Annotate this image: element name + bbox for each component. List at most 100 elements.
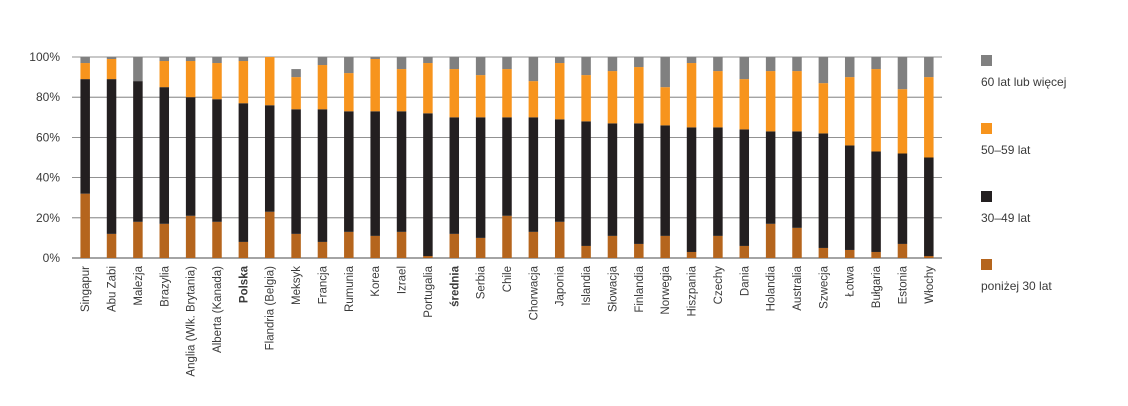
x-category-label: Czechy (713, 266, 725, 305)
bar-segment (924, 57, 934, 78)
x-category-label: Bułgaria (871, 265, 883, 308)
x-axis-category-labels: Singapur Abu Zabi Malezja Brazylia Anglia (W… (80, 265, 936, 376)
bar-segment (317, 57, 328, 66)
bar-segment (396, 57, 407, 70)
x-category-label: Izrael (397, 266, 409, 294)
bar-segment (264, 211, 275, 258)
bar-segment (818, 83, 829, 134)
bar-segment (344, 111, 354, 232)
bar-segment (844, 249, 855, 258)
bar-segment (106, 57, 117, 60)
bar-segment (871, 69, 881, 152)
bar-segment (317, 65, 328, 110)
bar-segment (449, 69, 460, 118)
x-category-label: Islandia (581, 265, 593, 305)
x-category-label: Polska (238, 265, 250, 303)
bar-segment (792, 57, 802, 72)
bar-segment (739, 79, 750, 130)
bar-segment (344, 57, 354, 74)
bar-segment (528, 57, 539, 82)
bar-segment (897, 57, 908, 90)
x-category-label: Finlandia (634, 265, 646, 312)
bar-segment (133, 57, 143, 82)
y-tick-label: 60% (36, 130, 60, 144)
bar-segment (554, 57, 565, 64)
bar-segment (607, 71, 618, 124)
bar-segment (502, 215, 512, 258)
x-category-label: Meksyk (291, 266, 303, 305)
bar-segment (475, 57, 486, 76)
legend-swatch (981, 191, 992, 202)
bar-segment (344, 73, 354, 112)
x-category-label: Hiszpania (687, 265, 699, 316)
x-category-label: Łotwa (845, 265, 857, 296)
bar-segment (924, 157, 934, 256)
bar-segment (818, 57, 829, 84)
bar-segment (924, 77, 934, 158)
bar-segment (607, 235, 618, 258)
bar-segment (581, 75, 591, 122)
bar-segment (871, 251, 881, 258)
bar-segment (660, 125, 670, 236)
x-category-label: Malezja (133, 265, 145, 305)
bar-segment (581, 245, 591, 258)
bar-segment (185, 57, 196, 62)
bar-segment (238, 241, 249, 258)
bar-segment (844, 145, 855, 250)
x-category-label: Japonia (555, 265, 567, 306)
bar-segment (607, 57, 618, 72)
bar-segment (528, 231, 539, 258)
x-category-label: Brazylia (159, 265, 171, 307)
bar-segment (765, 57, 776, 72)
bar-segment (686, 127, 697, 252)
bar-segment (897, 89, 908, 154)
bars (80, 57, 934, 258)
bar-segment (159, 57, 170, 62)
bar-segment (686, 57, 697, 64)
bar-segment (423, 255, 433, 258)
bar-segment (344, 231, 354, 258)
legend: 60 lat lub więcej 50–59 lat 30–49 lat poniż… (981, 55, 1066, 293)
bar-segment (159, 61, 170, 88)
x-category-label: Włochy (924, 266, 936, 304)
legend-label: 60 lat lub więcej (981, 75, 1066, 89)
bar-segment (396, 231, 407, 258)
y-tick-label: 40% (36, 171, 60, 185)
bar-segment (765, 223, 776, 258)
bar-segment (818, 133, 829, 248)
bar-segment (423, 113, 433, 256)
x-category-label: Holandia (766, 265, 778, 311)
bar-segment (844, 57, 855, 78)
bar-segment (449, 57, 460, 70)
bar-segment (765, 71, 776, 132)
bar-segment (106, 79, 117, 234)
bar-segment (660, 57, 670, 88)
bar-segment (686, 251, 697, 258)
bar-segment (634, 243, 644, 258)
legend-label: 50–59 lat (981, 143, 1031, 157)
y-tick-label: 100% (29, 50, 60, 64)
x-category-label: Anglia (Wlk. Brytania) (186, 266, 198, 377)
bar-segment (212, 221, 222, 258)
bar-segment (634, 67, 644, 124)
bar-segment (185, 61, 196, 98)
bar-segment (291, 77, 301, 110)
bar-segment (554, 221, 565, 258)
x-category-label: Chorwacja (528, 265, 540, 320)
bar-segment (238, 57, 249, 62)
bar-segment (634, 123, 644, 244)
bar-segment (765, 131, 776, 224)
bar-segment (739, 129, 750, 246)
bar-segment (792, 131, 802, 228)
bar-segment (713, 127, 723, 236)
x-category-label: średnia (449, 265, 461, 307)
bar-segment (80, 193, 90, 258)
bar-segment (370, 235, 380, 258)
x-category-label: Francja (317, 265, 329, 304)
bar-segment (449, 117, 460, 234)
x-category-label: Szwecja (818, 265, 830, 308)
bar-segment (713, 235, 723, 258)
bar-segment (660, 87, 670, 126)
bar-segment (739, 57, 750, 80)
